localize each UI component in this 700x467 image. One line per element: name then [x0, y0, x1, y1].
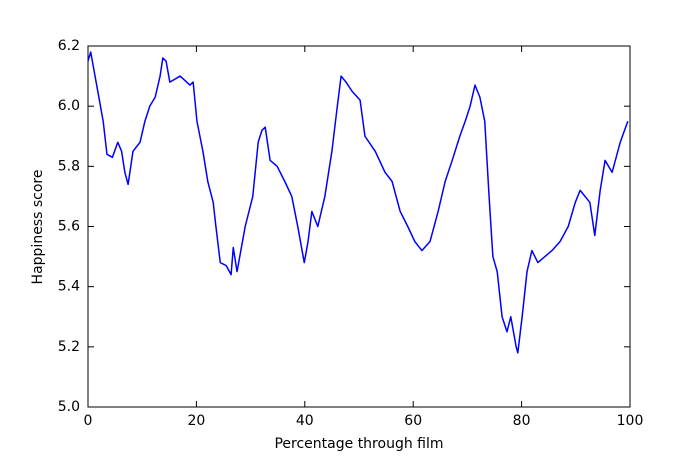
- y-tick-label: 6.0: [58, 98, 80, 114]
- y-axis-label: Happiness score: [30, 170, 46, 285]
- plot-frame: [87, 45, 631, 408]
- x-tick-label: 60: [404, 413, 422, 429]
- y-tick-label: 5.0: [58, 399, 80, 415]
- y-tick-label: 5.2: [58, 339, 80, 355]
- x-tick-label: 80: [513, 413, 531, 429]
- x-tick-label: 40: [296, 413, 314, 429]
- y-tick-label: 5.6: [58, 219, 80, 235]
- x-tick-label: 0: [84, 413, 93, 429]
- x-tick-label: 100: [617, 413, 644, 429]
- y-tick-label: 5.8: [58, 158, 80, 174]
- y-tick-label: 5.4: [58, 279, 80, 295]
- data-line: [87, 51, 629, 354]
- x-tick-label: 20: [187, 413, 205, 429]
- y-tick-label: 6.2: [58, 38, 80, 54]
- x-axis-label: Percentage through film: [274, 436, 443, 452]
